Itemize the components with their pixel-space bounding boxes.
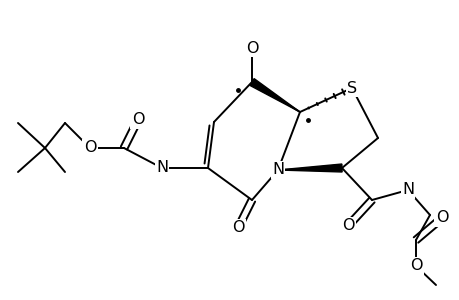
Text: O: O: [84, 140, 96, 155]
Polygon shape: [277, 164, 341, 172]
Text: S: S: [346, 80, 356, 95]
Text: O: O: [435, 211, 447, 226]
Text: N: N: [401, 182, 413, 197]
Text: N: N: [271, 163, 284, 178]
Text: N: N: [156, 160, 168, 175]
Text: O: O: [409, 259, 421, 274]
Text: O: O: [245, 40, 257, 56]
Text: O: O: [341, 218, 353, 233]
Text: O: O: [231, 220, 244, 236]
Text: O: O: [131, 112, 144, 128]
Polygon shape: [249, 79, 299, 112]
